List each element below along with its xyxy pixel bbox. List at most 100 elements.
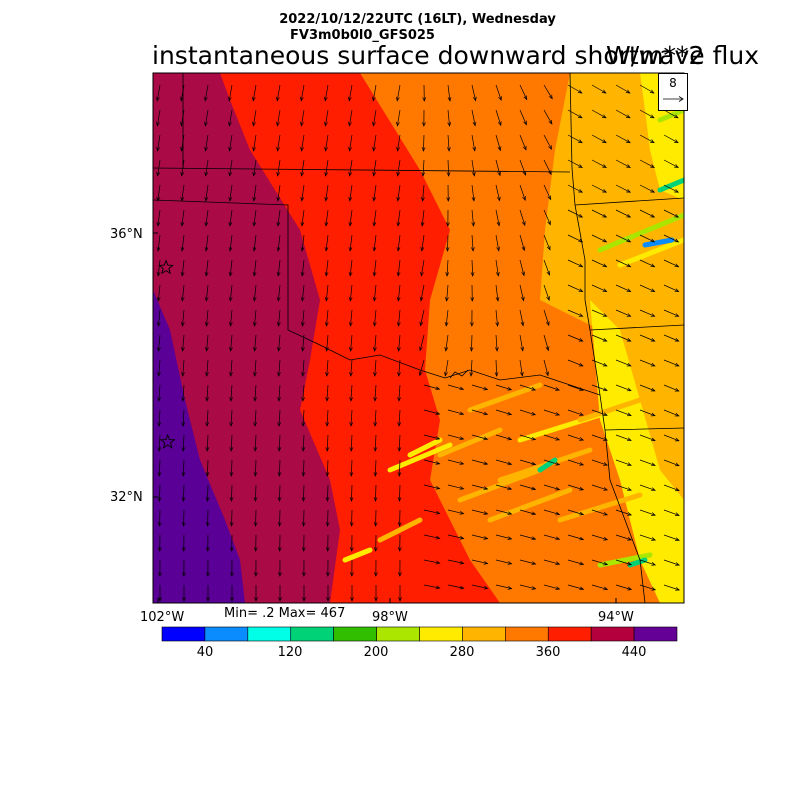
cloud-streak <box>557 492 643 523</box>
wind-arrow <box>350 559 354 577</box>
wind-arrow <box>157 359 161 377</box>
wind-arrow <box>276 309 281 327</box>
wind-arrow <box>277 534 282 552</box>
wind-arrow <box>519 459 537 466</box>
wind-arrow <box>396 109 401 127</box>
wind-arrow <box>447 409 465 416</box>
wind-arrow <box>663 359 680 367</box>
wind-arrow <box>543 359 549 377</box>
wind-arrow <box>204 284 209 302</box>
wind-arrow <box>325 484 330 502</box>
wind-arrow <box>206 559 210 577</box>
wind-arrow <box>663 384 680 392</box>
colorbar-label-200: 200 <box>363 645 389 660</box>
wind-arrow <box>229 384 234 402</box>
wind-arrow <box>397 334 401 352</box>
wind-arrow <box>543 534 561 541</box>
wind-arrow <box>278 585 282 602</box>
wind-arrow <box>277 434 282 452</box>
wind-arrow <box>301 384 306 402</box>
wind-arrow <box>277 409 282 427</box>
wind-arrow <box>615 184 632 193</box>
wind-arrow <box>519 384 537 391</box>
wind-arrow <box>639 159 655 168</box>
wind-arrow <box>495 509 513 515</box>
wind-arrow <box>591 509 609 516</box>
wind-arrow <box>471 434 489 441</box>
wind-arrow <box>349 334 353 352</box>
wind-arrow <box>471 559 489 565</box>
wind-arrow <box>229 484 234 502</box>
wind-arrow <box>639 259 656 268</box>
wind-arrow <box>423 534 441 540</box>
wind-arrow <box>229 509 234 527</box>
map-frame <box>152 72 685 604</box>
wind-arrow <box>228 309 233 327</box>
wind-arrow <box>639 134 655 144</box>
wind-arrow <box>663 284 680 292</box>
map-ticks <box>153 232 617 603</box>
field-purple <box>153 290 245 603</box>
wind-arrow <box>156 259 161 277</box>
wind-arrow <box>204 234 209 252</box>
wind-arrow <box>301 409 306 427</box>
wind-arrow <box>543 159 552 176</box>
wind-arrow <box>591 134 607 144</box>
wind-arrow <box>373 509 378 527</box>
wind-arrow <box>663 484 680 492</box>
wind-arrow <box>519 209 526 227</box>
wind-arrow <box>277 484 282 502</box>
wind-arrow <box>396 309 401 327</box>
wind-arrow <box>373 434 378 452</box>
wind-arrow <box>615 584 633 591</box>
wind-arrow <box>591 109 607 119</box>
wind-arrow <box>494 359 499 377</box>
wind-arrow <box>253 459 258 477</box>
cloud-streak <box>407 437 443 458</box>
wind-arrow <box>663 184 680 193</box>
wind-arrow <box>301 534 306 552</box>
wind-arrow <box>591 234 608 243</box>
wind-arrow <box>229 459 234 477</box>
cloud-streak <box>597 212 684 253</box>
wind-arrow <box>301 459 306 477</box>
wind-arrow <box>348 209 353 227</box>
wind-arrow <box>324 184 329 202</box>
wind-arrow <box>419 309 425 327</box>
wind-arrow <box>326 559 330 577</box>
model-run-label: FV3m0b0l0_GFS025 <box>290 28 435 43</box>
cloud-streak <box>487 487 573 523</box>
wind-arrow <box>156 234 161 252</box>
colorbar-swatch <box>161 626 206 642</box>
wind-arrow <box>543 184 552 201</box>
wind-arrow <box>567 334 584 342</box>
units-label: W/m**2 <box>606 41 705 70</box>
wind-arrow <box>205 409 210 427</box>
wind-arrow <box>228 109 233 127</box>
wind-arrow <box>567 259 584 268</box>
wind-arrow <box>276 109 281 127</box>
wind-arrow <box>180 134 185 152</box>
wind-arrow <box>423 384 441 391</box>
wind-arrow <box>277 384 282 402</box>
wind-arrow <box>567 434 585 441</box>
wind-arrow <box>325 384 330 402</box>
wind-arrow <box>181 434 186 452</box>
wind-arrow <box>300 259 305 277</box>
wind-arrow <box>615 234 632 243</box>
wind-arrow <box>615 159 631 168</box>
wind-arrow <box>205 484 210 502</box>
wind-arrow <box>519 234 526 252</box>
wind-vectors <box>155 84 681 602</box>
wind-arrow <box>543 334 550 352</box>
wind-arrow <box>277 334 281 352</box>
cloud-streak <box>642 237 675 248</box>
wind-arrow <box>615 559 633 566</box>
wind-arrow <box>567 234 584 243</box>
wind-arrow <box>157 484 162 502</box>
wind-arrow <box>567 209 584 218</box>
wind-arrow <box>639 409 656 417</box>
colorbar-swatch <box>204 626 249 642</box>
wind-arrow <box>396 234 401 252</box>
colorbar <box>161 626 678 642</box>
